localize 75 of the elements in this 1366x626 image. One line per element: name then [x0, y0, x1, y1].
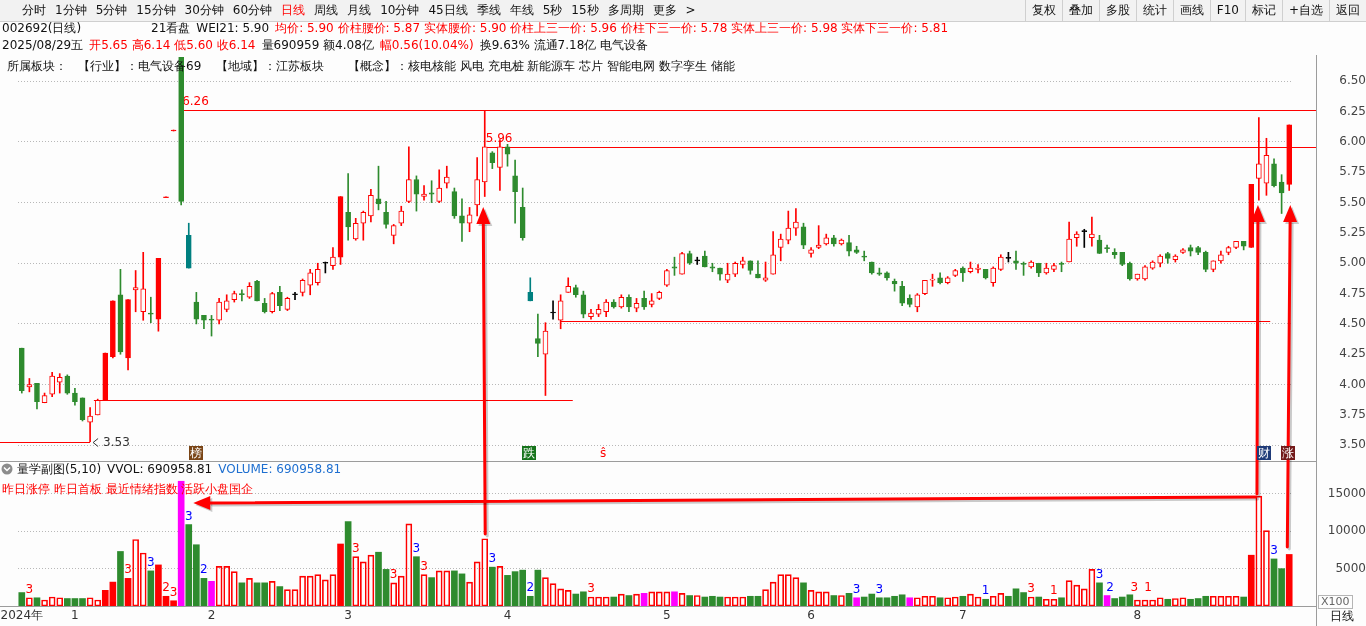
annotation: 1 [981, 583, 990, 598]
text: 21看盘 [151, 20, 191, 36]
x-tick-label: 6 [807, 608, 815, 623]
y-tick-label: 4.75 [1339, 285, 1366, 300]
text: 均价: 5.90 价柱腰价: 5.87 实体腰价: 5.90 价柱上三一价: 5.96 价柱下三一价: 5.78 实体上三一价: 5.98 实体下三一价: 5.81 [275, 20, 949, 36]
x-tick-label: 8 [1133, 608, 1142, 623]
text: 幅0.56(10.04%) [379, 37, 474, 53]
annotation: 3 [420, 558, 428, 573]
text: 换9.63% 流通7.18亿 电气设备 [479, 37, 649, 53]
text: 开5.65 高6.14 低5.60 收6.14 [89, 37, 256, 53]
y-tick-label: 10000 [1327, 523, 1366, 538]
chart-title: 002692(日线) [2, 20, 82, 36]
y-tick-label: 3.50 [1339, 437, 1366, 452]
text: 分时 1分钟 5分钟 15分钟 30分钟 60分钟 日线 周线 月线 10分钟 45日线 季线 年线 5秒 15秒 多周期 更多 > [22, 3, 696, 17]
x-tick-label: 1 [71, 608, 79, 623]
annotation: 2 [526, 580, 535, 595]
annotation: 1 [1050, 583, 1058, 598]
text: X100 [1318, 595, 1353, 609]
text: VOLUME: 690958.81 [218, 461, 342, 477]
x-tick-label: 2024年 [0, 608, 44, 623]
annotation: 跌 [521, 446, 536, 460]
x-tick-label: 7 [959, 608, 967, 623]
y-tick-label: 5.75 [1339, 164, 1366, 179]
x-tick-label: 2 [207, 608, 216, 623]
y-tick-label: 3.75 [1339, 407, 1366, 422]
annotation: 3 [488, 551, 497, 566]
annotation: 3 [124, 562, 132, 577]
y-tick-label: 15000 [1327, 486, 1366, 501]
annotation: 财 [1257, 446, 1272, 460]
y-tick-label: 6.25 [1339, 103, 1366, 118]
annotation: 3 [146, 554, 155, 569]
annotation: 3 [1130, 580, 1139, 595]
annotation: ŝ [599, 446, 608, 460]
x-tick-label: 4 [503, 608, 512, 623]
annotation: 3 [389, 566, 398, 581]
annotation: 3 [852, 581, 861, 596]
annotation: 2 [200, 562, 208, 577]
y-tick-label: 4.00 [1339, 376, 1366, 391]
annotation: 3 [875, 581, 884, 596]
annotation: 3 [25, 581, 34, 596]
annotation: 【地域】：江苏板块 [216, 58, 324, 74]
text: 量690959 额4.08亿 [261, 37, 374, 53]
annotation: 3 [1095, 566, 1104, 581]
annotation: 3 [1027, 581, 1035, 596]
annotation: 3 [351, 540, 360, 555]
annotation: 2 [1106, 579, 1114, 594]
y-tick-label: 6.00 [1339, 134, 1366, 149]
text: 复权 叠加 多股 统计 画线 F10 标记 +自选 返回 [1031, 3, 1360, 17]
annotation: 【概念】：核电核能 风电 充电桩 新能源车 芯片 智能电网 数字孪生 储能 [348, 58, 735, 74]
ref-line-label: 3.53 [103, 434, 130, 449]
text: 日线 [1330, 608, 1354, 624]
annotation: 1 [1144, 580, 1152, 595]
annotation: 所属板块： [7, 58, 67, 74]
y-tick-label: 4.50 [1339, 316, 1366, 331]
annotation: 3 [587, 581, 595, 596]
annotation: 涨 [1280, 446, 1295, 460]
y-tick-label: 5000 [1335, 560, 1366, 575]
y-tick-label: 5.00 [1339, 255, 1366, 270]
x-tick-label: 3 [344, 608, 352, 623]
x-tick-label: 5 [663, 608, 671, 623]
y-tick-label: 4.25 [1339, 346, 1366, 361]
text: VVOL: 690958.81 [107, 461, 213, 477]
text: WEI21: 5.90 [196, 20, 270, 36]
annotation: 3 [1270, 542, 1278, 557]
y-tick-label: 5.50 [1339, 194, 1366, 209]
y-tick-label: 6.50 [1339, 73, 1366, 88]
annotation: 3 [169, 584, 178, 599]
annotation: 榜 [188, 446, 203, 460]
ref-line-label: 5.96 [485, 130, 513, 145]
annotation: 2 [162, 580, 170, 595]
text: 量学副图(5,10) [17, 461, 102, 477]
y-tick-label: 5.25 [1339, 225, 1366, 240]
text: 2025/08/29五 [2, 37, 84, 53]
annotation: 3 [184, 508, 193, 523]
annotation: 3 [412, 540, 421, 555]
